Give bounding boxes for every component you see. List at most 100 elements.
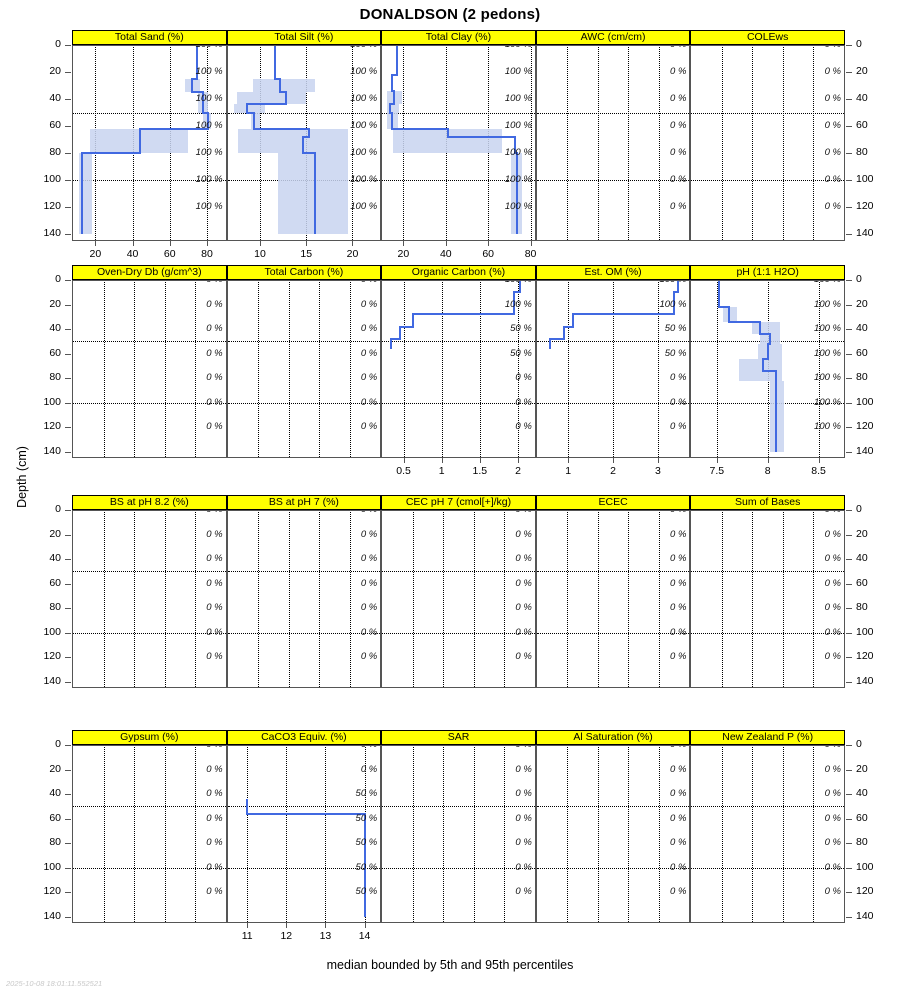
page-title: DONALDSON (2 pedons) — [359, 6, 541, 23]
value-gridline — [721, 510, 723, 687]
value-gridline — [103, 280, 105, 457]
value-gridline — [628, 745, 630, 922]
value-gridline — [258, 510, 260, 687]
value-gridline — [164, 745, 166, 922]
depth-gridline — [227, 280, 381, 281]
pct-label: 0 % — [670, 745, 686, 750]
depth-gridline — [382, 867, 535, 869]
depth-tick-mark — [65, 916, 71, 918]
depth-tick-mark — [65, 681, 71, 683]
value-gridline — [782, 510, 784, 687]
pct-label: 0 % — [360, 602, 378, 614]
pct-label: 100 % — [504, 93, 532, 105]
x-tick-label: 11 — [241, 930, 253, 942]
percentile-band — [387, 104, 400, 113]
value-gridline — [206, 45, 208, 240]
depth-tick-mark — [65, 378, 71, 380]
depth-gridline — [536, 867, 690, 869]
pct-label: 100 % — [350, 93, 378, 105]
value-gridline — [195, 510, 197, 687]
value-gridline — [412, 745, 414, 922]
plot-area-caco3-equiv: 0 % 0 % 50 % 50 % 50 % 50 % 50 % — [226, 745, 382, 923]
x-tick-mark — [568, 458, 570, 463]
panel-title-ph-1-1-h2o: pH (1:1 H2O) — [690, 265, 845, 280]
panel-gypsum: Gypsum (%)0 %0 %0 %0 %0 %0 %0 % — [72, 730, 227, 923]
median-line-segment — [513, 136, 516, 154]
pct-label: 0 % — [670, 763, 687, 775]
panel-title-new-zealand-p: New Zealand P (%) — [690, 730, 845, 745]
value-gridline — [258, 280, 260, 457]
median-line-connector — [398, 325, 415, 328]
depth-gridline — [73, 402, 226, 404]
pct-label: 0 % — [360, 396, 378, 408]
x-tick-mark — [132, 241, 134, 246]
depth-gridline — [536, 806, 690, 808]
panel-title-ecec: ECEC — [535, 495, 691, 510]
median-line-segment — [513, 292, 516, 315]
pct-label: 0 % — [824, 93, 841, 105]
depth-tick-label: 60 — [49, 346, 61, 359]
pct-label: 0 % — [670, 201, 687, 213]
percentile-band — [769, 380, 784, 452]
depth-gridline — [382, 571, 535, 573]
x-tick-mark — [613, 458, 615, 463]
value-gridline — [195, 745, 197, 922]
depth-tick-mark — [846, 794, 852, 796]
value-gridline — [325, 745, 327, 922]
depth-tick-mark — [846, 534, 852, 536]
depth-tick-mark — [846, 353, 852, 355]
panel-title-total-sand: Total Sand (%) — [72, 30, 227, 45]
depth-tick-label: 60 — [856, 346, 868, 359]
depth-tick-mark — [65, 207, 71, 209]
percentile-band — [234, 104, 265, 113]
x-tick-label: 80 — [524, 248, 537, 260]
value-gridline — [782, 45, 784, 240]
depth-tick-mark — [65, 534, 71, 536]
x-tick-label: 40 — [439, 248, 452, 260]
plot-area-awc: 0 % 0 % 0 % 0 % 0 % 0 % 0 % — [535, 45, 691, 241]
depth-tick-label: 0 — [856, 503, 862, 515]
pct-label: 0 % — [206, 745, 222, 750]
plot-area-ecec: 0 % 0 % 0 % 0 % 0 % 0 % 0 % — [535, 510, 691, 688]
pct-label: 100 % — [814, 347, 841, 359]
depth-tick-label: 140 — [856, 227, 874, 240]
depth-tick-mark — [65, 451, 71, 453]
x-tick-label: 1.5 — [472, 465, 488, 477]
pct-label: 0 % — [824, 577, 841, 589]
depth-tick-mark — [846, 632, 852, 634]
depth-tick-label: 100 — [856, 625, 874, 638]
median-line-connector — [728, 320, 761, 323]
median-line-segment — [307, 128, 310, 137]
value-gridline — [752, 745, 754, 922]
depth-tick-label: 80 — [49, 601, 61, 614]
value-gridline — [813, 510, 815, 687]
plot-area-total-silt: 100 % 100 % 100 % 100 % 100 % 100 % 100 % — [226, 45, 382, 241]
pct-label: 0 % — [360, 553, 378, 565]
pct-label: 0 % — [206, 553, 223, 565]
median-line-segment — [279, 78, 282, 93]
depth-tick-mark — [65, 153, 71, 155]
depth-tick-mark — [65, 608, 71, 610]
value-gridline — [443, 745, 445, 922]
pct-label: 0 % — [824, 147, 841, 159]
depth-tick-mark — [846, 608, 852, 610]
depth-tick-mark — [846, 280, 852, 281]
x-tick-label: 13 — [319, 930, 332, 942]
median-line-connector — [761, 357, 769, 360]
value-gridline — [597, 45, 599, 240]
depth-gridline — [536, 571, 690, 573]
median-line-segment — [677, 280, 680, 293]
panel-total-sand: Total Sand (%) 100 % 100 % 100 % 100 % 100 % 1… — [72, 30, 227, 241]
depth-gridline — [73, 806, 226, 808]
depth-gridline — [73, 745, 226, 746]
value-gridline — [103, 745, 105, 922]
pct-label: 100 % — [195, 93, 223, 105]
median-line-segment — [672, 292, 675, 315]
median-line-segment — [206, 112, 209, 129]
depth-tick-mark — [846, 451, 852, 453]
percentile-band — [387, 90, 403, 105]
pct-label: 100 % — [195, 147, 223, 159]
plot-area-al-saturation: 0 % 0 % 0 % 0 % 0 % 0 % 0 % — [535, 745, 691, 923]
percentile-band — [722, 307, 738, 322]
median-line-connector — [388, 111, 393, 114]
